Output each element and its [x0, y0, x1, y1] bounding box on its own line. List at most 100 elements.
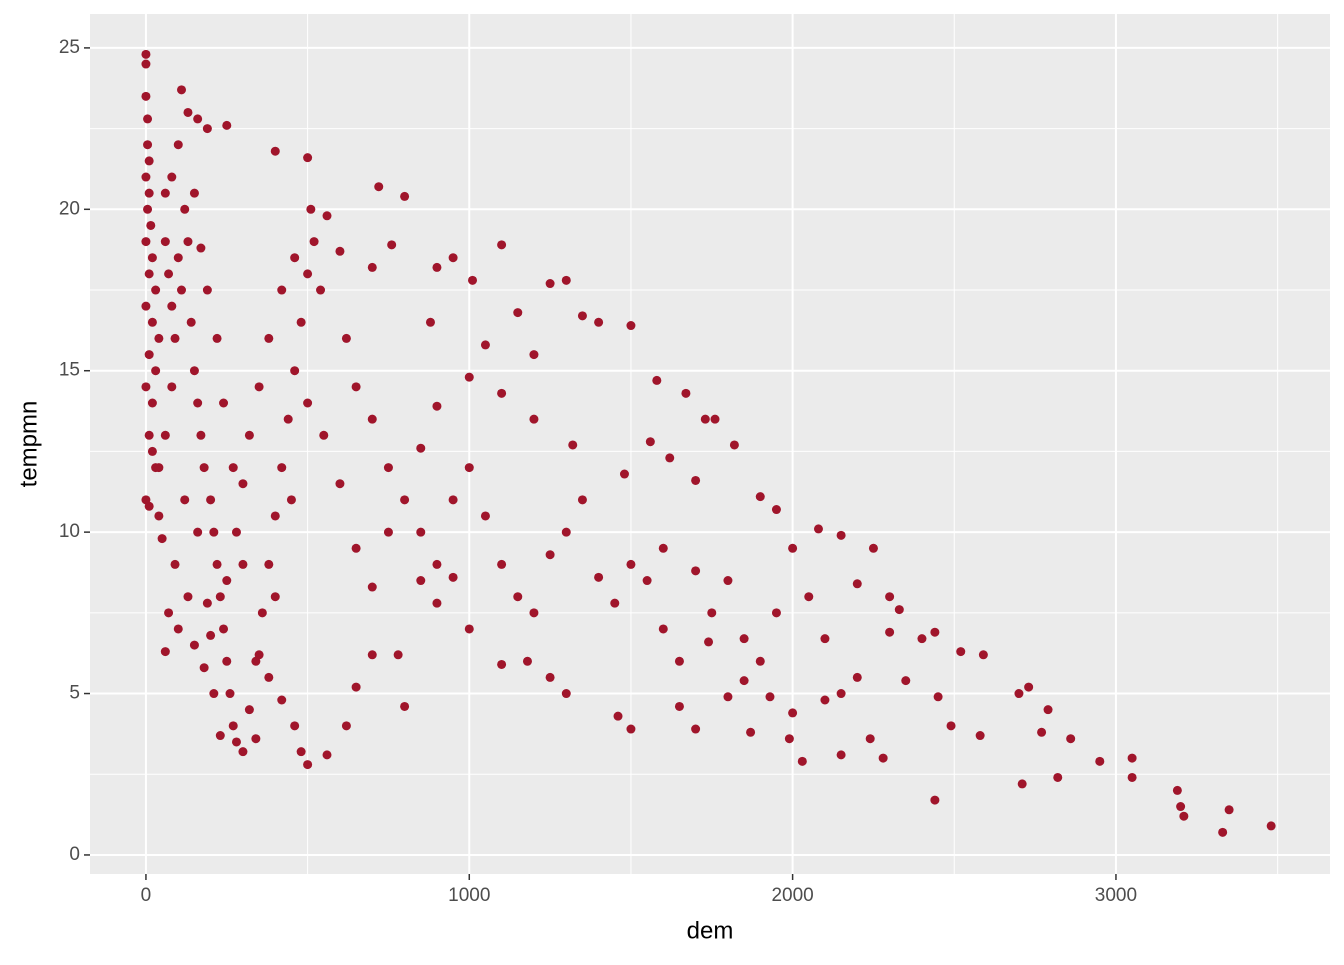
point	[286, 495, 296, 505]
point	[917, 634, 927, 644]
point	[765, 692, 775, 702]
point	[322, 750, 332, 760]
point	[160, 188, 170, 198]
point	[594, 572, 604, 582]
point	[561, 527, 571, 537]
point	[432, 401, 442, 411]
point	[545, 550, 555, 560]
point	[894, 605, 904, 615]
point	[309, 237, 319, 247]
point	[464, 463, 474, 473]
point	[416, 527, 426, 537]
point	[665, 453, 675, 463]
point	[209, 527, 219, 537]
point	[238, 559, 248, 569]
y-tick-label: 5	[69, 683, 80, 704]
point	[416, 576, 426, 586]
point	[1037, 727, 1047, 737]
point	[143, 204, 153, 214]
point	[626, 559, 636, 569]
point	[497, 240, 507, 250]
y-tick-label: 25	[59, 37, 80, 58]
point	[448, 253, 458, 263]
point	[513, 592, 523, 602]
x-tick-label: 2000	[771, 885, 813, 906]
point	[374, 182, 384, 192]
point	[577, 495, 587, 505]
point	[144, 430, 154, 440]
point	[594, 317, 604, 327]
point	[642, 576, 652, 586]
point	[432, 598, 442, 608]
point	[978, 650, 988, 660]
point	[885, 627, 895, 637]
x-tick-label: 0	[141, 885, 152, 906]
point	[160, 237, 170, 247]
point	[1172, 785, 1182, 795]
y-tick-label: 10	[59, 521, 80, 542]
point	[154, 511, 164, 521]
point	[222, 120, 232, 130]
point	[341, 333, 351, 343]
point	[319, 430, 329, 440]
point	[173, 140, 183, 150]
point	[177, 285, 187, 295]
point	[189, 366, 199, 376]
point	[901, 676, 911, 686]
point	[464, 624, 474, 634]
point	[219, 624, 229, 634]
point	[529, 350, 539, 360]
point	[270, 146, 280, 156]
point	[691, 566, 701, 576]
point	[335, 479, 345, 489]
point	[545, 279, 555, 289]
point	[797, 756, 807, 766]
point	[193, 114, 203, 124]
point	[341, 721, 351, 731]
point	[270, 511, 280, 521]
point	[147, 398, 157, 408]
point	[193, 398, 203, 408]
point	[885, 592, 895, 602]
point	[710, 414, 720, 424]
point	[432, 559, 442, 569]
point	[206, 495, 216, 505]
point	[674, 656, 684, 666]
point	[157, 534, 167, 544]
point	[868, 543, 878, 553]
point	[141, 59, 151, 69]
point	[141, 91, 151, 101]
point	[400, 701, 410, 711]
point	[196, 243, 206, 253]
point	[254, 382, 264, 392]
point	[228, 721, 238, 731]
point	[189, 640, 199, 650]
point	[183, 107, 193, 117]
panel-background	[90, 14, 1330, 874]
point	[351, 543, 361, 553]
point	[1224, 805, 1234, 815]
point	[160, 647, 170, 657]
point	[183, 592, 193, 602]
point	[771, 608, 781, 618]
point	[277, 695, 287, 705]
point	[212, 333, 222, 343]
point	[425, 317, 435, 327]
point	[199, 663, 209, 673]
point	[468, 275, 478, 285]
point	[231, 737, 241, 747]
point	[755, 492, 765, 502]
point	[170, 559, 180, 569]
point	[303, 153, 313, 163]
point	[170, 333, 180, 343]
point	[199, 463, 209, 473]
point	[658, 543, 668, 553]
point	[975, 731, 985, 741]
point	[351, 382, 361, 392]
point	[930, 795, 940, 805]
point	[1043, 705, 1053, 715]
point	[212, 559, 222, 569]
point	[691, 475, 701, 485]
point	[144, 269, 154, 279]
